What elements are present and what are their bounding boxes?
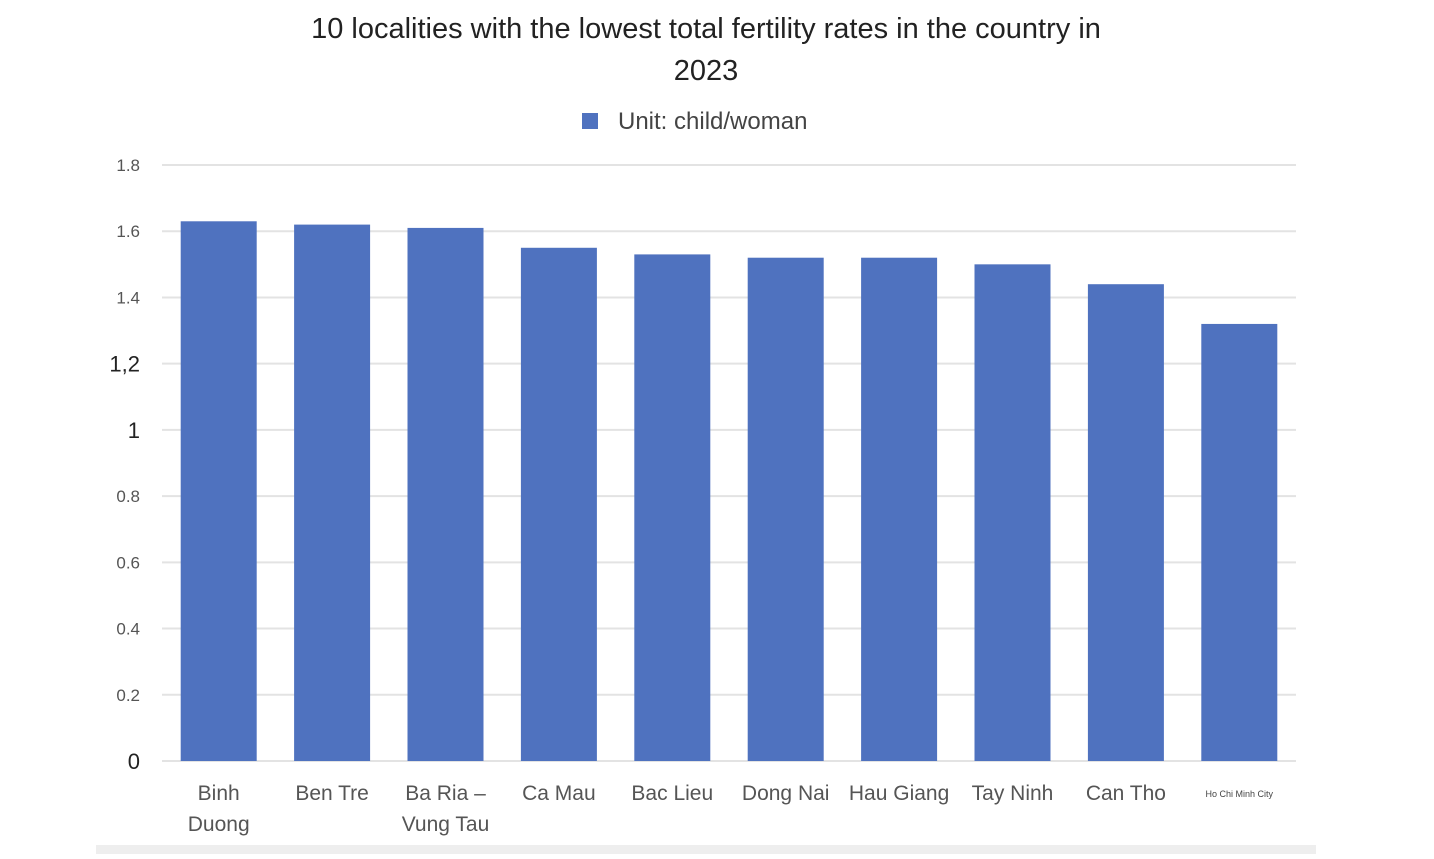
chart-title-line-2: 2023 bbox=[674, 55, 739, 87]
x-category-label: Duong bbox=[188, 813, 250, 836]
legend-label: Unit: child/woman bbox=[618, 108, 807, 135]
y-tick-label: 0.8 bbox=[116, 487, 140, 506]
x-category-label: Can Tho bbox=[1086, 782, 1166, 805]
y-tick-label: 0.4 bbox=[116, 620, 140, 639]
bars bbox=[180, 221, 1278, 762]
x-category-label: Hau Giang bbox=[849, 782, 949, 805]
x-category-label: Ho Chi Minh City bbox=[1206, 789, 1274, 799]
y-tick-label: 0.6 bbox=[116, 553, 140, 572]
bar bbox=[634, 254, 711, 761]
bar bbox=[1201, 323, 1278, 761]
x-category-label: Ca Mau bbox=[522, 782, 596, 805]
y-tick-label: 0 bbox=[128, 749, 140, 774]
y-tick-label: 1.4 bbox=[116, 288, 140, 307]
y-axis-tick-labels: 0 0.2 0.4 0.6 0.8 1 1,2 1.4 1.6 1.8 bbox=[109, 156, 140, 774]
legend: Unit: child/woman bbox=[582, 108, 807, 135]
x-category-label: Vung Tau bbox=[402, 813, 490, 836]
legend-swatch bbox=[582, 113, 598, 129]
x-category-label: Bac Lieu bbox=[631, 782, 713, 805]
bar bbox=[407, 227, 484, 761]
x-category-label: Ben Tre bbox=[295, 782, 369, 805]
bar bbox=[520, 247, 597, 761]
bar bbox=[747, 257, 824, 761]
x-category-label: Ba Ria – bbox=[405, 782, 486, 805]
y-tick-label: 1,2 bbox=[109, 352, 140, 377]
bar bbox=[294, 224, 371, 762]
x-category-label: Binh bbox=[198, 782, 240, 805]
y-tick-label: 1.8 bbox=[116, 156, 140, 175]
bar bbox=[180, 221, 257, 762]
chart-title: 10 localities with the lowest total fert… bbox=[311, 13, 1101, 87]
x-category-label: Tay Ninh bbox=[972, 782, 1054, 805]
bar bbox=[974, 264, 1051, 761]
x-axis-category-labels: Binh Duong Ben Tre Ba Ria – Vung Tau Ca Mau Ba… bbox=[188, 782, 1274, 836]
y-tick-label: 1.6 bbox=[116, 222, 140, 241]
bar bbox=[861, 257, 938, 761]
x-category-label: Dong Nai bbox=[742, 782, 830, 805]
bottom-divider bbox=[96, 845, 1316, 854]
y-tick-label: 0.2 bbox=[116, 686, 140, 705]
y-tick-label: 1 bbox=[128, 418, 140, 443]
chart-title-line-1: 10 localities with the lowest total fert… bbox=[311, 13, 1101, 45]
bar bbox=[1087, 284, 1164, 761]
